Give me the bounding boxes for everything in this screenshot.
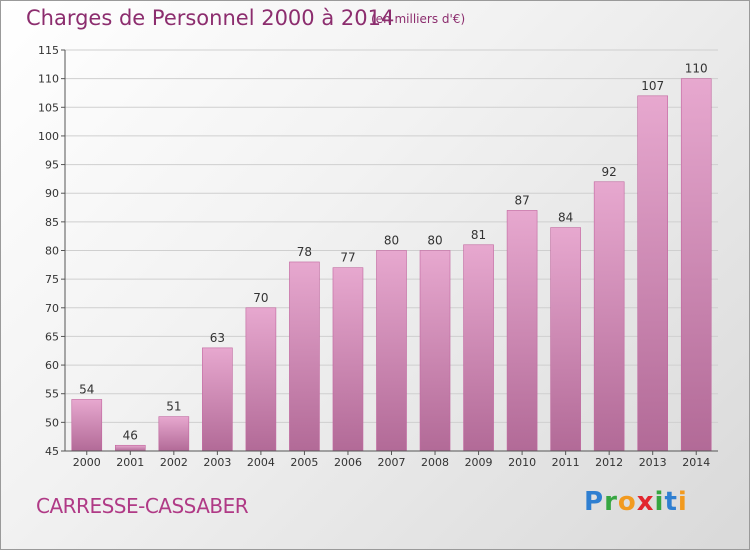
bar-value-label: 84: [558, 211, 573, 225]
x-tick-label: 2001: [116, 456, 144, 469]
x-tick-labels: 2000 2001 2002 2003 2004 2005 2006 2007 2008 2009…: [73, 451, 710, 469]
y-tick-label: 65: [45, 330, 59, 343]
bar-value-label: 63: [210, 331, 225, 345]
bar: [506, 210, 538, 452]
bar-value-label: 54: [79, 382, 94, 396]
bar: [419, 250, 451, 452]
y-tick-label: 70: [45, 302, 59, 315]
bar-value-label: 110: [685, 62, 708, 76]
bar: [637, 95, 669, 452]
bar-value-label: 87: [514, 193, 529, 207]
logo-letter: x: [636, 487, 655, 517]
bar-value-label: 70: [253, 291, 268, 305]
bars-group: [71, 78, 712, 452]
bar-value-label: 107: [641, 79, 664, 93]
bar-value-label: 81: [471, 228, 486, 242]
bar-value-label: 51: [166, 400, 181, 414]
x-tick-label: 2000: [73, 456, 101, 469]
logo-letter: t: [664, 487, 678, 517]
y-tick-label: 100: [38, 130, 59, 143]
commune-name: CARRESSE-CASSABER: [36, 494, 249, 518]
bar: [158, 416, 190, 452]
bar: [680, 78, 712, 452]
logo-letter: r: [604, 487, 618, 517]
y-tick-label: 60: [45, 359, 59, 372]
value-labels: 54 46 51 63 70 78 77 80 80 81 87 84 92 107 110: [79, 62, 708, 443]
x-tick-label: 2008: [421, 456, 449, 469]
y-tick-labels: 45 50 55 60 65 70 75 80 85 90 95 100 105 110 115: [38, 44, 65, 458]
x-tick-label: 2013: [639, 456, 667, 469]
x-tick-label: 2011: [552, 456, 580, 469]
x-tick-label: 2014: [682, 456, 710, 469]
y-tick-label: 45: [45, 445, 59, 458]
y-tick-label: 85: [45, 216, 59, 229]
bar-value-label: 46: [123, 428, 138, 442]
logo-letter: P: [584, 487, 605, 517]
y-tick-label: 115: [38, 44, 59, 57]
y-tick-label: 95: [45, 159, 59, 172]
bar: [463, 244, 494, 452]
bar: [202, 347, 233, 452]
x-tick-label: 2009: [465, 456, 493, 469]
chart-subtitle: (en milliers d'€): [371, 12, 466, 26]
y-tick-label: 105: [38, 101, 59, 114]
bar-value-label: 80: [427, 234, 442, 248]
x-tick-label: 2006: [334, 456, 362, 469]
y-tick-label: 50: [45, 416, 59, 429]
logo-letter: i: [654, 487, 665, 517]
bar: [289, 261, 320, 452]
bar: [332, 267, 364, 452]
y-tick-label: 75: [45, 273, 59, 286]
y-tick-label: 110: [38, 73, 59, 86]
bar: [115, 444, 146, 452]
logo-letter: o: [617, 487, 637, 517]
bar: [71, 399, 103, 452]
bar-value-label: 77: [340, 251, 355, 265]
x-tick-label: 2010: [508, 456, 536, 469]
chart-title: Charges de Personnel 2000 à 2014: [26, 6, 395, 30]
bar: [550, 227, 581, 452]
bar-value-label: 78: [297, 245, 312, 259]
logo-letter: i: [677, 487, 688, 517]
x-tick-label: 2002: [160, 456, 188, 469]
x-tick-label: 2003: [203, 456, 231, 469]
bar-value-label: 80: [384, 234, 399, 248]
y-tick-label: 90: [45, 187, 59, 200]
y-tick-label: 55: [45, 388, 59, 401]
x-tick-label: 2007: [378, 456, 406, 469]
x-tick-label: 2005: [290, 456, 318, 469]
x-tick-label: 2012: [595, 456, 623, 469]
bar: [376, 250, 407, 452]
bar: [593, 181, 625, 452]
y-tick-label: 80: [45, 245, 59, 258]
bar-value-label: 92: [602, 165, 617, 179]
bar: [245, 307, 277, 452]
x-tick-label: 2004: [247, 456, 275, 469]
proxiti-logo[interactable]: Proxiti: [584, 487, 688, 517]
